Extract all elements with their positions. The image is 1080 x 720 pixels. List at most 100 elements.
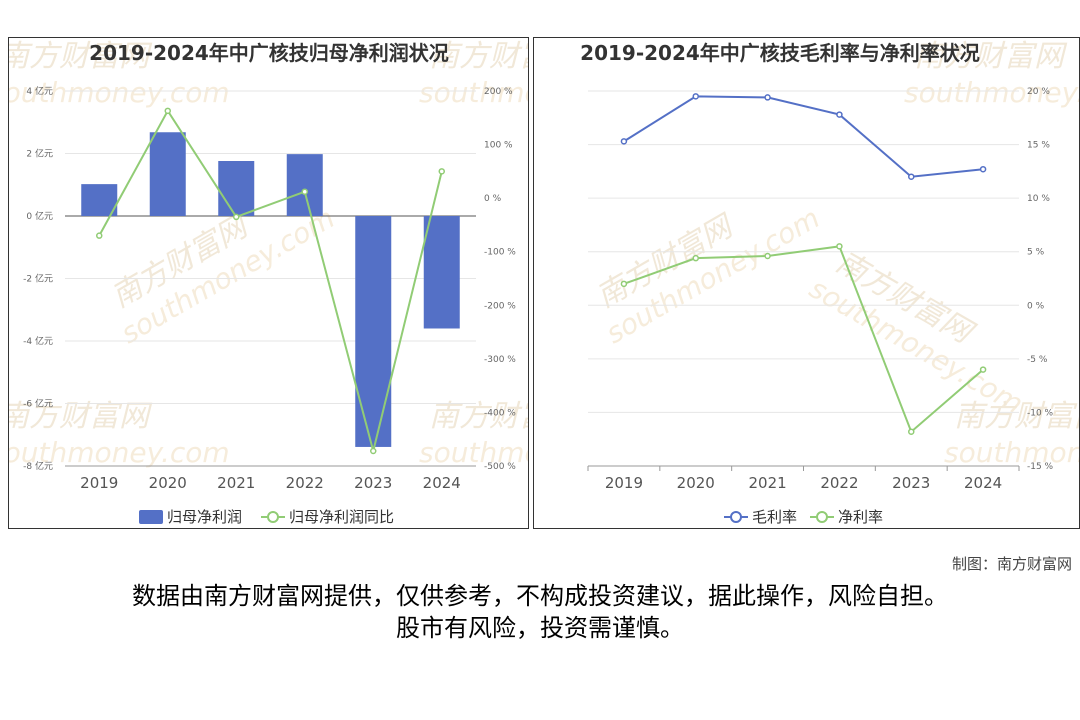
x-tick-label: 2023 xyxy=(892,474,930,492)
x-tick-label: 2019 xyxy=(605,474,643,492)
x-tick-label: 2019 xyxy=(80,474,118,492)
bar xyxy=(81,184,118,216)
y-tick-label: 0 % xyxy=(1027,301,1045,311)
y-tick-label: 2 亿元 xyxy=(26,148,53,160)
watermark-cn: 南方财富网 xyxy=(9,39,153,74)
line-point xyxy=(233,213,240,221)
line-point xyxy=(164,107,171,115)
chart-title: 2019-2024年中广核技归母净利润状况 xyxy=(89,41,449,65)
watermark-en: southmoney.com xyxy=(9,76,230,109)
line-point xyxy=(979,165,987,173)
line-point xyxy=(370,447,377,455)
x-tick-label: 2020 xyxy=(677,474,715,492)
y-tick-label: 10 % xyxy=(1027,194,1050,204)
legend-label-net-margin: 净利率 xyxy=(838,508,883,526)
chart-title: 2019-2024年中广核技毛利率与净利率状况 xyxy=(580,41,980,65)
net-profit-chart: 南方财富网southmoney.com南方财富网southmoney.com南方… xyxy=(9,39,529,526)
watermark-en: southmoney.com xyxy=(419,436,529,469)
line-point xyxy=(438,168,445,175)
watermark-cn: 南方财富网 xyxy=(9,399,153,434)
y-tick-label: -200 % xyxy=(484,301,516,311)
line-point xyxy=(908,428,915,435)
watermark: 南方财富网southmoney.com南方财富网southmoney.com南方… xyxy=(591,39,1080,469)
watermark-cn: 南方财富网 xyxy=(429,399,529,434)
bar xyxy=(218,161,255,216)
line-point xyxy=(96,232,103,239)
y-tick-label: 200 % xyxy=(484,87,513,97)
y-tick-label: -300 % xyxy=(484,355,516,365)
yoy-line xyxy=(98,108,443,452)
y-tick-label: -100 % xyxy=(484,248,516,258)
legend-label-net-profit: 归母净利润 xyxy=(167,508,242,526)
watermark-en: southmoney.com xyxy=(904,76,1080,109)
line-point xyxy=(836,243,843,250)
disclaimer-line-2: 股市有风险，投资需谨慎。 xyxy=(396,614,684,642)
margin-chart: 南方财富网southmoney.com南方财富网southmoney.com南方… xyxy=(580,39,1080,526)
y-tick-label: -15 % xyxy=(1027,462,1054,472)
y-tick-label: 0 亿元 xyxy=(26,210,53,222)
line-point xyxy=(692,93,699,100)
y-tick-label: 100 % xyxy=(484,141,513,151)
x-axis: 2019 2020 2021 2022 2023 2024 xyxy=(587,465,1020,492)
y-tick-label: -400 % xyxy=(484,408,516,418)
line-point xyxy=(764,252,771,260)
y-axis-right: 200 % 100 % 0 % -100 % -200 % -300 % -400 % -50… xyxy=(484,87,516,472)
y-tick-label: -5 % xyxy=(1027,355,1048,365)
line-series xyxy=(96,107,445,455)
chart-credit: 制图：南方财富网 xyxy=(951,555,1072,573)
y-tick-label: 15 % xyxy=(1027,141,1050,151)
y-tick-label: -500 % xyxy=(484,462,516,472)
x-tick-label: 2024 xyxy=(964,474,1002,492)
bar xyxy=(355,216,392,447)
legend-bar-swatch xyxy=(139,510,163,524)
bar xyxy=(286,154,323,216)
legend-label-gross-margin: 毛利率 xyxy=(752,508,797,526)
y-tick-label: -10 % xyxy=(1027,408,1054,418)
legend[interactable]: 归母净利润 归母净利润同比 xyxy=(139,508,394,526)
y-tick-label: 20 % xyxy=(1027,87,1050,97)
x-axis: 2019 2020 2021 2022 2023 2024 xyxy=(65,465,476,492)
x-tick-label: 2022 xyxy=(286,474,324,492)
y-tick-label: -6 亿元 xyxy=(23,398,53,410)
x-tick-label: 2023 xyxy=(354,474,392,492)
watermark-cn: 南方财富网 xyxy=(954,399,1080,434)
y-tick-label: -8 亿元 xyxy=(23,460,53,472)
y-tick-label: 4 亿元 xyxy=(26,85,53,97)
x-tick-label: 2022 xyxy=(820,474,858,492)
net-margin-line xyxy=(623,245,984,434)
legend-net-marker xyxy=(816,511,828,523)
x-tick-label: 2024 xyxy=(423,474,461,492)
y-axis-right: 20 % 15 % 10 % 5 % 0 % -5 % -10 % -15 % xyxy=(1027,87,1054,472)
y-axis-left: 4 亿元 2 亿元 0 亿元 -2 亿元 -4 亿元 -6 亿元 -8 亿元 xyxy=(23,85,53,472)
bar xyxy=(149,132,186,216)
bar xyxy=(423,216,460,329)
y-tick-label: 0 % xyxy=(484,194,502,204)
line-series xyxy=(620,93,987,435)
disclaimer-line-1: 数据由南方财富网提供，仅供参考，不构成投资建议，据此操作，风险自担。 xyxy=(132,582,948,610)
gross-margin-line xyxy=(623,95,984,178)
line-point xyxy=(692,254,699,262)
x-tick-label: 2021 xyxy=(748,474,786,492)
legend[interactable]: 毛利率 净利率 xyxy=(724,508,883,526)
line-point xyxy=(979,366,987,373)
watermark-en: southmoney.com xyxy=(944,436,1080,469)
y-tick-label: -4 亿元 xyxy=(23,335,53,347)
y-tick-label: 5 % xyxy=(1027,248,1045,258)
legend-gross-marker xyxy=(730,511,742,523)
watermark-cn: 南方财富网 xyxy=(429,39,529,74)
watermark-en: southmoney.com xyxy=(419,76,529,109)
bar-series xyxy=(81,132,460,447)
legend-line-marker xyxy=(267,511,279,523)
x-tick-label: 2021 xyxy=(217,474,255,492)
watermark-cn: 南方财富网 xyxy=(914,39,1068,74)
line-point xyxy=(620,280,628,288)
line-point xyxy=(620,138,628,145)
line-point xyxy=(764,94,771,101)
y-tick-label: -2 亿元 xyxy=(23,273,53,285)
x-tick-label: 2020 xyxy=(149,474,187,492)
line-point xyxy=(301,188,308,195)
disclaimer: 数据由南方财富网提供，仅供参考，不构成投资建议，据此操作，风险自担。 股市有风险… xyxy=(0,580,1080,644)
line-point xyxy=(908,173,915,180)
watermark-en: southmoney.com xyxy=(9,436,230,469)
net-profit-chart-panel: 南方财富网southmoney.com南方财富网southmoney.com南方… xyxy=(8,37,529,529)
